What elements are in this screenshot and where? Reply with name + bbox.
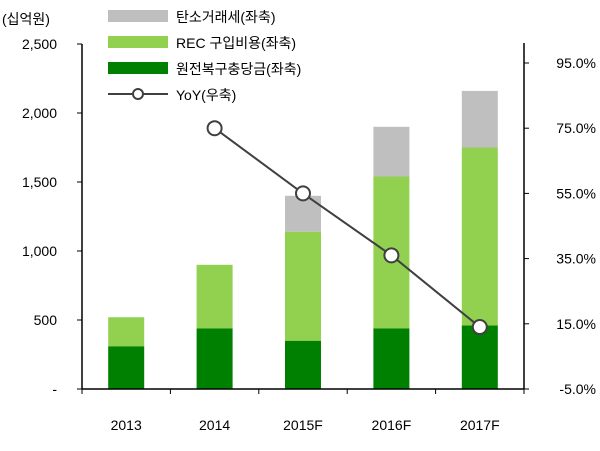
x-tick-label: 2015F <box>283 417 323 433</box>
yoy-point <box>295 185 311 202</box>
legend-swatch <box>108 36 168 48</box>
bar-segment <box>108 317 145 347</box>
right-tick-label: 55.0% <box>556 185 596 201</box>
axes: - 500 1,000 1,500 2,000 2,500 -5.0% 15.0% 35.0% 5… <box>22 36 596 433</box>
yoy-point <box>383 247 400 264</box>
right-tick-label: 15.0% <box>556 316 596 332</box>
legend-swatch <box>108 62 168 74</box>
left-tick-label: - <box>52 381 57 397</box>
left-tick-label: 1,500 <box>22 174 57 190</box>
x-tick-label: 2016F <box>372 417 412 433</box>
bar-segment <box>461 90 498 148</box>
bar-segment <box>196 328 233 389</box>
legend-label: REC 구입비용(좌축) <box>176 35 296 51</box>
x-tick-label: 2014 <box>199 417 230 433</box>
bar-segment <box>196 264 233 329</box>
bar-segment <box>285 340 321 389</box>
x-tick-label: 2013 <box>111 417 142 433</box>
left-tick-label: 1,000 <box>22 243 57 259</box>
x-tick-label: 2017F <box>460 417 500 433</box>
legend-swatch <box>108 10 168 22</box>
legend-label: 탄소거래세(좌축) <box>176 9 275 25</box>
bar-segment <box>461 325 498 389</box>
bar-segment <box>461 147 498 326</box>
left-tick-label: 2,000 <box>22 105 57 121</box>
right-tick-label: 95.0% <box>556 55 596 71</box>
left-tick-label: 500 <box>34 312 58 328</box>
legend-label: YoY(우축) <box>176 87 236 103</box>
left-tick-label: 2,500 <box>22 36 57 52</box>
bars <box>108 90 498 389</box>
right-tick-label: -5.0% <box>559 381 596 397</box>
bar-segment <box>373 328 410 389</box>
right-tick-label: 75.0% <box>556 120 596 136</box>
bar-segment <box>373 126 410 177</box>
yoy-point <box>471 319 488 336</box>
left-axis-unit: (십억원) <box>2 11 50 27</box>
bar-segment <box>285 231 321 341</box>
yoy-line <box>206 120 488 336</box>
yoy-point <box>206 120 223 137</box>
legend-label: 원전복구충당금(좌축) <box>176 61 301 77</box>
yoy-line-path <box>214 127 481 328</box>
right-tick-label: 35.0% <box>556 251 596 267</box>
legend: 탄소거래세(좌축) REC 구입비용(좌축) 원전복구충당금(좌축) YoY(우축) <box>108 9 301 103</box>
legend-marker <box>132 88 144 100</box>
bar-segment <box>108 346 145 389</box>
